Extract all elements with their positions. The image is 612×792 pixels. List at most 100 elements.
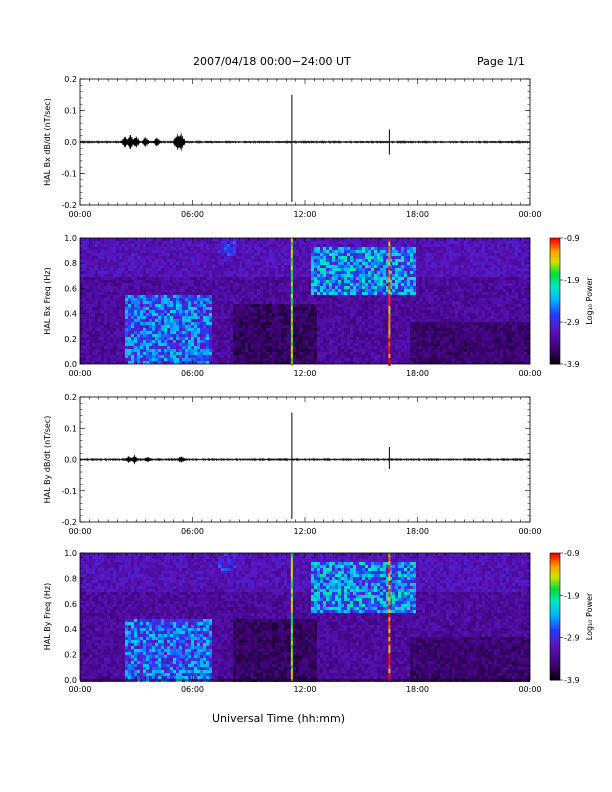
heatmap-cell — [389, 307, 392, 310]
heatmap-cell — [152, 277, 155, 280]
heatmap-cell — [98, 340, 101, 343]
heatmap-cell — [236, 289, 239, 292]
heatmap-cell — [206, 289, 209, 292]
heatmap-cell — [83, 358, 86, 361]
heatmap-cell — [95, 274, 98, 277]
heatmap-cell — [185, 250, 188, 253]
heatmap-cell — [365, 307, 368, 310]
heatmap-cell — [197, 295, 200, 298]
heatmap-cell — [206, 259, 209, 262]
heatmap-cell — [158, 343, 161, 346]
heatmap-cell — [254, 247, 257, 250]
heatmap-cell — [242, 271, 245, 274]
heatmap-cell — [197, 307, 200, 310]
heatmap-cell — [89, 301, 92, 304]
heatmap-cell — [335, 340, 338, 343]
heatmap-cell — [206, 352, 209, 355]
heatmap-cell — [137, 358, 140, 361]
heatmap-cell — [197, 292, 200, 295]
heatmap-cell — [281, 238, 284, 241]
heatmap-cell — [179, 304, 182, 307]
heatmap-cell — [350, 259, 353, 262]
heatmap-cell — [281, 331, 284, 334]
heatmap-cell — [410, 361, 413, 364]
heatmap-cell — [332, 280, 335, 283]
heatmap-cell — [173, 304, 176, 307]
heatmap-cell — [416, 322, 419, 325]
heatmap-cell — [353, 346, 356, 349]
heatmap-cell — [116, 352, 119, 355]
heatmap-cell — [263, 316, 266, 319]
heatmap-cell — [113, 244, 116, 247]
heatmap-cell — [269, 262, 272, 265]
heatmap-cell — [401, 361, 404, 364]
heatmap-cell — [119, 343, 122, 346]
heatmap-cell — [83, 274, 86, 277]
heatmap-cell — [80, 349, 83, 352]
heatmap-cell — [161, 325, 164, 328]
heatmap-cell — [89, 259, 92, 262]
heatmap-cell — [383, 304, 386, 307]
heatmap-cell — [338, 313, 341, 316]
heatmap-cell — [338, 283, 341, 286]
heatmap-cell — [305, 256, 308, 259]
heatmap-cell — [278, 241, 281, 244]
heatmap-cell — [182, 313, 185, 316]
heatmap-cell — [179, 289, 182, 292]
heatmap-cell — [131, 319, 134, 322]
heatmap-cell — [326, 301, 329, 304]
heatmap-cell — [149, 274, 152, 277]
heatmap-cell — [302, 301, 305, 304]
heatmap-cell — [326, 244, 329, 247]
heatmap-cell — [134, 319, 137, 322]
heatmap-cell — [395, 325, 398, 328]
heatmap-cell — [173, 343, 176, 346]
heatmap-cell — [119, 283, 122, 286]
heatmap-cell — [362, 334, 365, 337]
heatmap-cell — [377, 346, 380, 349]
heatmap-cell — [215, 295, 218, 298]
heatmap-cell — [377, 340, 380, 343]
heatmap-cell — [203, 340, 206, 343]
heatmap-cell — [89, 313, 92, 316]
heatmap-cell — [158, 337, 161, 340]
heatmap-cell — [326, 319, 329, 322]
heatmap-cell — [230, 247, 233, 250]
heatmap-cell — [395, 337, 398, 340]
heatmap-cell — [368, 292, 371, 295]
heatmap-cell — [143, 340, 146, 343]
heatmap-cell — [203, 283, 206, 286]
heatmap-cell — [392, 319, 395, 322]
heatmap-cell — [416, 352, 419, 355]
heatmap-cell — [401, 289, 404, 292]
heatmap-cell — [362, 298, 365, 301]
heatmap-cell — [335, 283, 338, 286]
heatmap-cell — [341, 289, 344, 292]
heatmap-cell — [137, 259, 140, 262]
heatmap-cell — [182, 280, 185, 283]
heatmap-cell — [95, 322, 98, 325]
heatmap-cell — [221, 331, 224, 334]
heatmap-cell — [233, 259, 236, 262]
heatmap-cell — [296, 310, 299, 313]
heatmap-cell — [95, 244, 98, 247]
heatmap-cell — [389, 244, 392, 247]
heatmap-cell — [350, 247, 353, 250]
heatmap-cell — [92, 253, 95, 256]
heatmap-cell — [92, 277, 95, 280]
heatmap-cell — [218, 361, 221, 364]
heatmap-cell — [356, 271, 359, 274]
heatmap-cell — [248, 247, 251, 250]
heatmap-cell — [365, 238, 368, 241]
heatmap-cell — [284, 325, 287, 328]
heatmap-cell — [320, 259, 323, 262]
heatmap-cell — [311, 322, 314, 325]
heatmap-cell — [257, 262, 260, 265]
heatmap-cell — [116, 259, 119, 262]
heatmap-cell — [200, 361, 203, 364]
heatmap-cell — [119, 337, 122, 340]
heatmap-cell — [146, 265, 149, 268]
heatmap-cell — [260, 313, 263, 316]
heatmap-cell — [257, 301, 260, 304]
heatmap-cell — [209, 343, 212, 346]
